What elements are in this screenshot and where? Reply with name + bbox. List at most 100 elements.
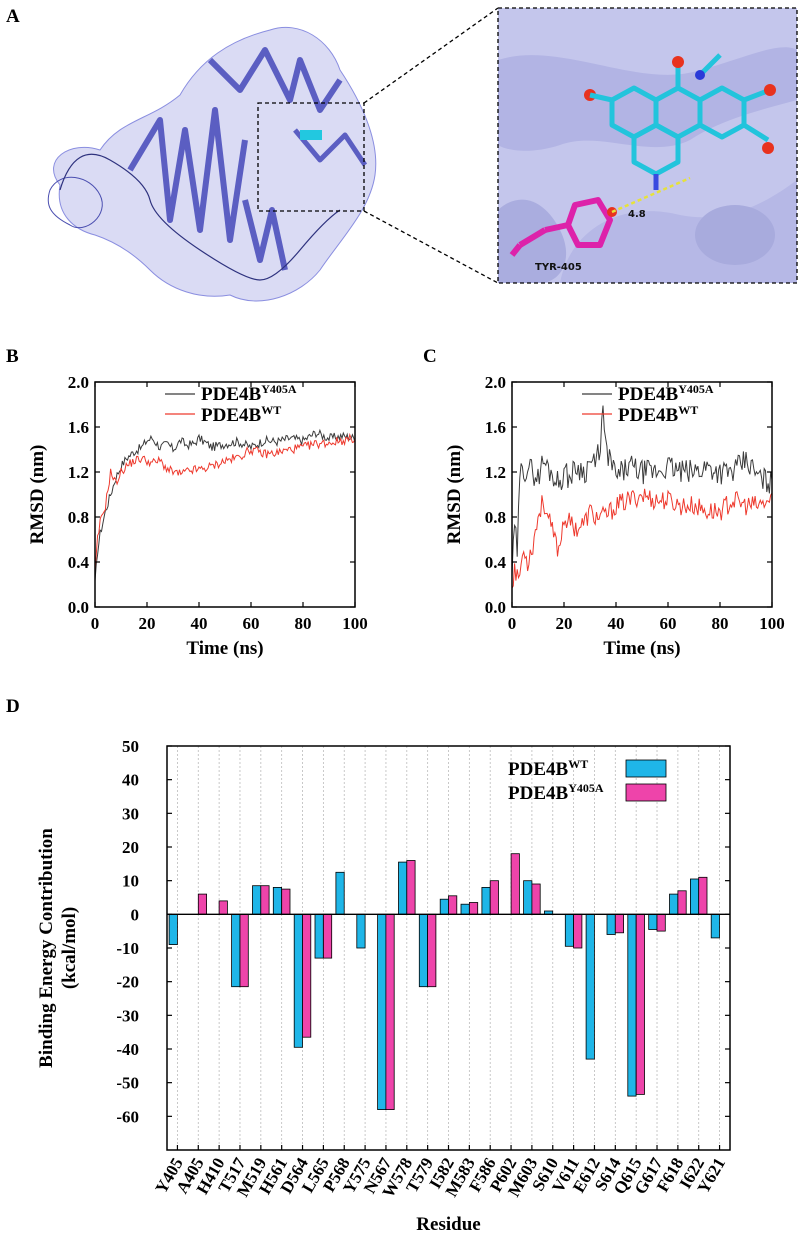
rmsd-chart-c: 0.0 0.4 0.8 1.2 1.6 2.0 0 20 40 60 80 100 Time (ns) R… — [444, 373, 785, 659]
y-tick-label: 0.0 — [68, 598, 89, 617]
binding-energy-chart: 50403020100-10-20-30-40-50-60Y405A405H41… — [36, 737, 731, 1235]
y-tick-label: -10 — [116, 939, 139, 958]
legend-label-y405a: PDE4BY405A — [201, 382, 297, 405]
zoom-connector-top — [363, 7, 499, 104]
legend-label-y405a: PDE4BY405A — [508, 781, 604, 804]
bar-y405a-m583 — [468, 902, 479, 915]
x-tick-label: 100 — [759, 614, 785, 633]
x-tick-label: 60 — [660, 614, 677, 633]
y-tick-label: 2.0 — [68, 373, 89, 392]
y-tick-label: 0.8 — [485, 508, 506, 527]
bar-wt-m519 — [252, 885, 262, 915]
bar-y405a-h410 — [218, 900, 228, 915]
bar-y405a-t579 — [427, 913, 437, 988]
series-line-wt — [511, 488, 773, 589]
x-axis-label: Residue — [416, 1214, 480, 1235]
bar-y405a-q615 — [635, 913, 645, 1095]
zoom-box — [257, 102, 365, 212]
bar-wt-m583 — [460, 903, 470, 915]
bar-y405a-i622 — [698, 876, 708, 915]
x-axis-label: Time (ns) — [603, 638, 680, 659]
bar-y405a-v611 — [573, 913, 583, 949]
inset-frame — [497, 7, 798, 284]
bar-wt-y405 — [168, 913, 178, 945]
bar-wt-f586 — [481, 887, 491, 915]
y-tick-label: 1.2 — [485, 463, 506, 482]
x-tick-label: 40 — [191, 614, 208, 633]
bar-wt-i622 — [690, 878, 700, 915]
bar-wt-w578 — [398, 861, 408, 915]
x-tick-label: 40 — [608, 614, 625, 633]
x-tick-label: 20 — [556, 614, 573, 633]
plot-frame — [94, 381, 356, 608]
series-line-wt — [94, 432, 356, 571]
legend-swatch-y405a — [625, 783, 667, 802]
y-tick-label: -50 — [116, 1074, 139, 1093]
y-tick-label: 1.2 — [68, 463, 89, 482]
panel-label-c: C — [423, 346, 437, 367]
bar-y405a-f586 — [489, 880, 499, 915]
plot-frame — [511, 381, 773, 608]
y-tick-label: -20 — [116, 973, 139, 992]
bar-y405a-a405 — [197, 893, 208, 915]
bar-y405a-l565 — [322, 913, 333, 959]
bar-wt-n567 — [377, 913, 387, 1110]
bar-y405a-s614 — [614, 913, 624, 934]
bar-wt-t517 — [231, 913, 241, 988]
y-tick-label: 20 — [122, 838, 139, 857]
bar-wt-e612 — [585, 913, 595, 1060]
y-tick-label: 0.0 — [485, 598, 506, 617]
x-tick-label: 80 — [712, 614, 729, 633]
legend-label-wt: PDE4BWT — [201, 403, 281, 426]
y-tick-label: 10 — [122, 872, 139, 891]
bar-wt-d564 — [293, 913, 303, 1048]
bar-wt-y575 — [356, 913, 366, 949]
zoom-connector-bottom — [363, 210, 499, 284]
series-line-y405a — [511, 405, 773, 577]
x-tick-label: 20 — [139, 614, 156, 633]
y-tick-label: 0.4 — [68, 553, 90, 572]
x-tick-label: 100 — [342, 614, 368, 633]
panel-label-d: D — [6, 696, 20, 717]
x-tick-label: 0 — [91, 614, 100, 633]
bar-wt-p568 — [335, 871, 345, 915]
bar-wt-q615 — [627, 913, 637, 1097]
y-tick-label: 50 — [122, 737, 139, 756]
y-axis-label-units: (kcal/mol) — [59, 907, 80, 989]
y-tick-label: 0 — [131, 905, 140, 924]
bar-y405a-g617 — [656, 913, 666, 932]
y-axis-label: Binding Energy Contribution — [36, 828, 57, 1068]
bar-wt-i582 — [439, 898, 449, 915]
bar-wt-l565 — [314, 913, 324, 959]
protein-structure-left — [47, 26, 377, 302]
bar-wt-y621 — [710, 913, 720, 939]
y-tick-label: 0.4 — [485, 553, 507, 572]
y-tick-label: 40 — [122, 771, 139, 790]
legend-label-wt: PDE4BWT — [508, 757, 588, 780]
bar-wt-m603 — [523, 880, 533, 915]
legend-label-y405a: PDE4BY405A — [618, 382, 714, 405]
y-tick-label: -60 — [116, 1107, 139, 1126]
y-tick-label: 1.6 — [68, 418, 89, 437]
y-tick-label: -40 — [116, 1040, 139, 1059]
y-axis-label: RMSD (nm) — [444, 445, 465, 545]
panel-label-b: B — [6, 346, 19, 367]
rmsd-chart-b: 0.0 0.4 0.8 1.2 1.6 2.0 0 20 40 60 80 100 Time (ns) R… — [27, 373, 368, 659]
legend-swatch-wt — [625, 759, 667, 778]
bar-y405a-n567 — [385, 913, 395, 1110]
x-tick-label: 0 — [508, 614, 517, 633]
bar-wt-v611 — [564, 913, 574, 947]
bar-wt-f618 — [669, 893, 679, 915]
y-tick-label: 30 — [122, 804, 139, 823]
y-tick-label: 0.8 — [68, 508, 89, 527]
x-tick-label: 60 — [243, 614, 260, 633]
bar-y405a-i582 — [448, 895, 458, 915]
bar-y405a-p602 — [510, 853, 520, 915]
bar-y405a-m519 — [260, 885, 270, 915]
bar-y405a-w578 — [406, 860, 416, 915]
y-tick-label: 1.6 — [485, 418, 506, 437]
bar-y405a-d564 — [302, 913, 312, 1038]
x-axis-label: Time (ns) — [186, 638, 263, 659]
residue-label: TYR-405 — [535, 262, 582, 273]
